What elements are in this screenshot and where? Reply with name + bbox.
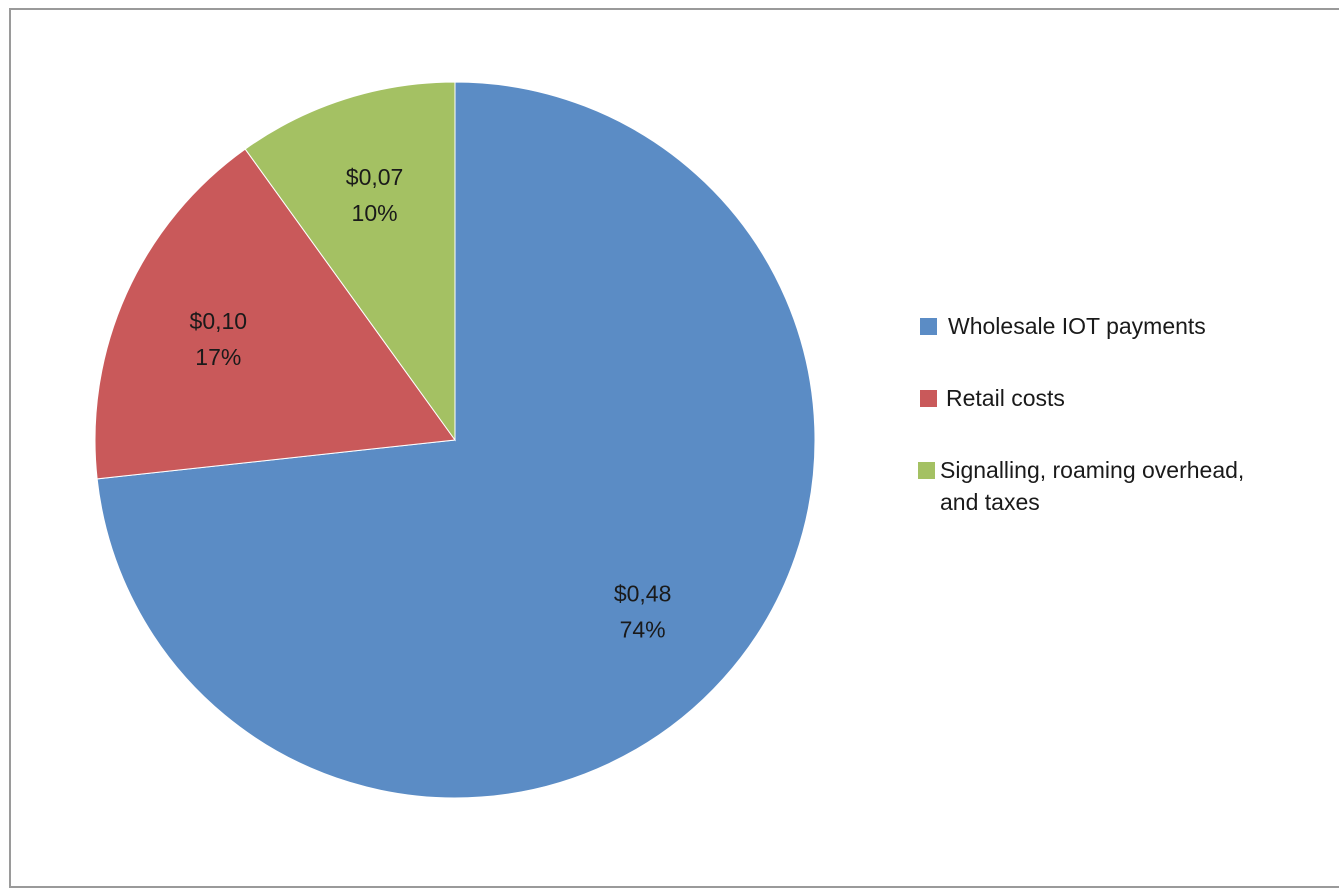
- slice-value-label-signalling: $0,07: [346, 164, 404, 190]
- slice-percent-label-retail: 17%: [195, 344, 241, 370]
- legend-label-wholesale: Wholesale IOT payments: [948, 313, 1206, 339]
- slice-percent-label-wholesale: 74%: [620, 616, 666, 642]
- legend-swatch-signalling: [918, 462, 935, 479]
- legend-label-signalling-line1: Signalling, roaming overhead,: [940, 457, 1245, 483]
- pie-slice-wholesale: [96, 81, 816, 799]
- legend: Wholesale IOT payments Retail costs Sign…: [910, 310, 1339, 518]
- pie-labels: $0,48 74% $0,10 17% $0,07 10%: [190, 164, 672, 642]
- legend-item-wholesale: Wholesale IOT payments: [910, 310, 1339, 342]
- pie-slice-signalling: [244, 81, 456, 442]
- legend-swatch-wholesale: [920, 318, 937, 335]
- slice-value-label-retail: $0,10: [190, 308, 248, 334]
- legend-item-signalling: Signalling, roaming overhead, and taxes: [910, 454, 1339, 518]
- pie-slices: [94, 81, 816, 799]
- slice-percent-label-signalling: 10%: [352, 200, 398, 226]
- legend-label-signalling: Signalling, roaming overhead, and taxes: [940, 454, 1244, 518]
- legend-label-retail: Retail costs: [946, 385, 1065, 411]
- legend-swatch-retail: [920, 390, 937, 407]
- pie-slice-retail: [94, 148, 456, 480]
- legend-label-signalling-line2: and taxes: [940, 489, 1040, 515]
- legend-item-retail: Retail costs: [910, 382, 1339, 414]
- slice-value-label-wholesale: $0,48: [614, 580, 672, 606]
- pie-chart: $0,48 74% $0,10 17% $0,07 10%: [94, 81, 816, 799]
